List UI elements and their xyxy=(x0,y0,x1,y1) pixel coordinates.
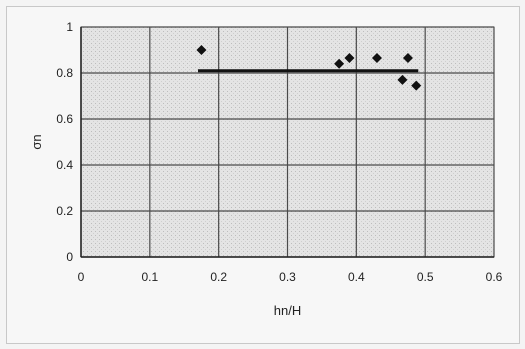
x-tick-label: 0.6 xyxy=(486,270,503,284)
x-tick-label: 0.5 xyxy=(417,270,434,284)
x-tick-label: 0.3 xyxy=(279,270,296,284)
data-point-diamond xyxy=(371,53,382,64)
y-tick-label: 0.8 xyxy=(56,66,73,80)
data-point-diamond xyxy=(334,58,345,69)
data-point-diamond xyxy=(344,53,355,64)
x-tick-label: 0.2 xyxy=(210,270,227,284)
x-tick-label: 0.4 xyxy=(348,270,365,284)
scatter-chart: 0 0.1 0.2 0.3 0.4 0.5 0.6 0 0.2 0.4 0.6 0.8 1 hn/H σn xyxy=(29,20,503,318)
data-point-diamond xyxy=(402,53,413,64)
chart-frame: 0 0.1 0.2 0.3 0.4 0.5 0.6 0 0.2 0.4 0.6 0.8 1 hn/H σn xyxy=(6,6,520,344)
x-tick-label: 0.1 xyxy=(141,270,158,284)
y-tick-label: 0.2 xyxy=(56,204,73,218)
y-tick-label: 1 xyxy=(66,20,73,34)
y-axis-title: σn xyxy=(29,134,44,149)
data-point-diamond xyxy=(411,80,422,91)
y-tick-label: 0.6 xyxy=(56,112,73,126)
data-point-diamond xyxy=(397,74,408,85)
data-point-diamond xyxy=(196,45,207,55)
y-tick-label: 0 xyxy=(66,250,73,264)
x-axis-title: hn/H xyxy=(274,303,301,318)
x-tick-label: 0 xyxy=(78,270,85,284)
y-tick-label: 0.4 xyxy=(56,158,73,172)
